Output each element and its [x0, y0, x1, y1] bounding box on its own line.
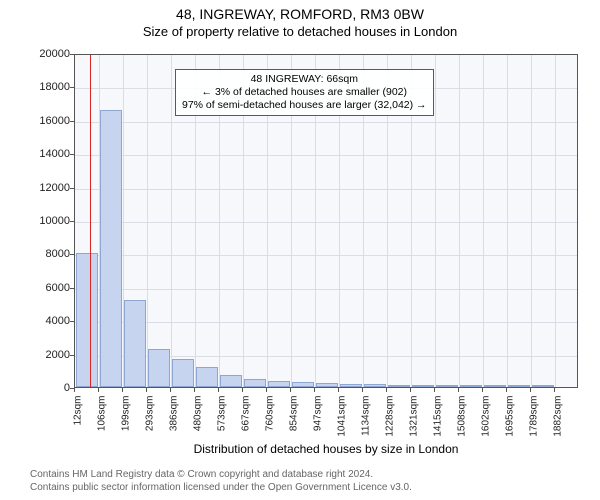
y-tick: 20000: [10, 48, 70, 60]
x-tick: 1134sqm: [361, 396, 372, 446]
histogram-bar: [412, 385, 434, 387]
histogram-bar: [172, 359, 194, 387]
histogram-bar: [148, 349, 170, 387]
y-tick: 10000: [10, 215, 70, 227]
chart-container: Number of detached properties 48 INGREWA…: [0, 46, 600, 446]
histogram-bar: [388, 385, 410, 388]
footer-line-2: Contains public sector information licen…: [30, 481, 412, 494]
histogram-bar: [100, 110, 122, 387]
annotation-line: 97% of semi-detached houses are larger (…: [182, 99, 427, 112]
histogram-bar: [244, 379, 266, 387]
histogram-bar: [460, 385, 482, 387]
page-title-2: Size of property relative to detached ho…: [0, 22, 600, 39]
histogram-bar: [268, 381, 290, 387]
annotation-box: 48 INGREWAY: 66sqm← 3% of detached house…: [175, 69, 434, 116]
y-tick: 8000: [10, 248, 70, 260]
x-tick: 1695sqm: [505, 396, 516, 446]
annotation-line: ← 3% of detached houses are smaller (902…: [182, 86, 427, 99]
histogram-bar: [436, 385, 458, 387]
x-tick: 12sqm: [73, 396, 84, 446]
y-tick: 4000: [10, 315, 70, 327]
histogram-bar: [220, 375, 242, 387]
footer-text: Contains HM Land Registry data © Crown c…: [30, 468, 412, 494]
x-tick: 1041sqm: [337, 396, 348, 446]
y-tick: 12000: [10, 182, 70, 194]
x-tick: 1415sqm: [433, 396, 444, 446]
histogram-bar: [484, 385, 506, 387]
page-title-1: 48, INGREWAY, ROMFORD, RM3 0BW: [0, 0, 600, 22]
x-tick: 1602sqm: [481, 396, 492, 446]
histogram-bar: [508, 385, 530, 387]
histogram-bar: [316, 383, 338, 387]
histogram-bar: [364, 384, 386, 387]
x-tick: 1321sqm: [409, 396, 420, 446]
property-marker-line: [90, 55, 91, 387]
x-tick: 199sqm: [121, 396, 132, 446]
x-tick: 480sqm: [193, 396, 204, 446]
y-tick: 16000: [10, 115, 70, 127]
histogram-bar: [292, 382, 314, 387]
x-tick: 573sqm: [217, 396, 228, 446]
y-tick: 18000: [10, 81, 70, 93]
x-tick: 1228sqm: [385, 396, 396, 446]
footer-line-1: Contains HM Land Registry data © Crown c…: [30, 468, 412, 481]
y-tick: 14000: [10, 148, 70, 160]
x-tick: 106sqm: [97, 396, 108, 446]
x-tick: 386sqm: [169, 396, 180, 446]
x-tick: 854sqm: [289, 396, 300, 446]
y-tick: 6000: [10, 282, 70, 294]
x-tick: 667sqm: [241, 396, 252, 446]
x-tick: 1789sqm: [529, 396, 540, 446]
histogram-bar: [340, 384, 362, 387]
x-tick: 760sqm: [265, 396, 276, 446]
x-tick: 293sqm: [145, 396, 156, 446]
x-tick: 1882sqm: [553, 396, 564, 446]
plot-area: 48 INGREWAY: 66sqm← 3% of detached house…: [74, 54, 578, 388]
histogram-bar: [124, 300, 146, 387]
y-tick: 0: [10, 382, 70, 394]
y-tick: 2000: [10, 349, 70, 361]
x-tick: 1508sqm: [457, 396, 468, 446]
histogram-bar: [532, 385, 554, 387]
histogram-bar: [196, 367, 218, 387]
histogram-bar: [76, 253, 98, 387]
annotation-line: 48 INGREWAY: 66sqm: [182, 73, 427, 86]
x-tick: 947sqm: [313, 396, 324, 446]
